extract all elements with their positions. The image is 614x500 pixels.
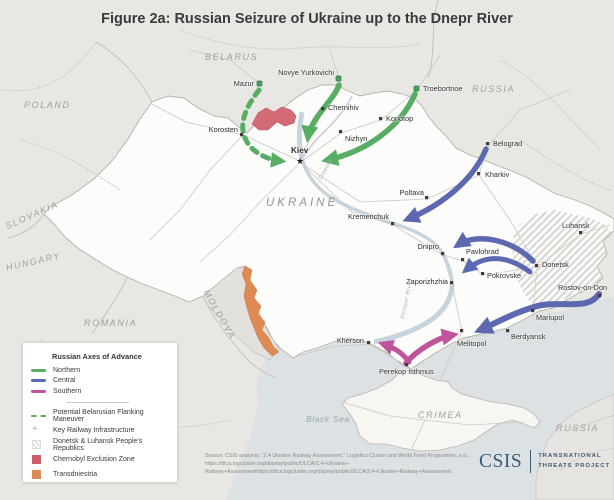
city-label-belograd: Belograd <box>493 139 523 148</box>
hatch-swatch <box>31 440 47 450</box>
source-line: Source: CSIS analysis; “2.4 Ukraine Rail… <box>205 453 470 459</box>
country-label-russia-south: RUSSIA <box>556 423 600 433</box>
city-label-poltava: Poltava <box>399 188 424 197</box>
country-label-belarus: BELARUS <box>205 52 259 62</box>
city-label-nizhyn: Nizhyn <box>345 134 368 143</box>
legend-label: Transdniestria <box>53 470 98 478</box>
legend-header: Russian Axes of Advance <box>52 352 142 361</box>
city-label-novye-yurkovichi: Novye Yurkovichi <box>278 68 334 77</box>
legend-item-transdniestria: Transdniestria <box>31 467 171 482</box>
marker-squares <box>240 107 602 367</box>
logo-line2: THREATS PROJECT <box>538 462 611 469</box>
legend: Russian Axes of Advance Northern Central… <box>22 342 178 483</box>
source-line: Railway+Assessmenthttps://dlca.logcluste… <box>205 469 453 476</box>
legend-label: Donetsk & Luhansk People's Republics <box>53 437 143 452</box>
city-label-konotop: Konotop <box>386 114 414 123</box>
city-label-perekop-isthmus: Perekop Isthmus <box>379 367 434 376</box>
railway-cross-icon <box>31 425 47 435</box>
water-label-black-sea: Black Sea <box>306 414 350 424</box>
arrow-central-belograd-kremenchuk <box>402 146 489 223</box>
country-borders <box>7 0 439 379</box>
city-label-rostov-on-don: Rostov-on-Don <box>558 283 608 292</box>
marker-novye-yurkovichi <box>335 75 342 82</box>
legend-label: Chernobyl Exclusion Zone <box>53 456 135 464</box>
city-label-kremenchuk: Kremenchuk <box>348 212 389 221</box>
legend-label: Southern <box>53 387 82 395</box>
legend-item-northern: Northern <box>31 365 171 376</box>
legend-item-central: Central <box>31 376 171 387</box>
country-label-romania: ROMANIA <box>84 318 138 328</box>
csis-logo: CSIS TRANSNATIONAL THREATS PROJECT <box>479 450 610 473</box>
city-label-berdyansk: Berdyansk <box>511 332 546 341</box>
legend-label: Key Railway Infrastructure <box>53 426 135 434</box>
logo-divider <box>530 450 532 473</box>
city-label-dnipro: Dnipro <box>417 242 440 251</box>
city-label-melitopol: Melitopol <box>457 339 487 348</box>
figure-title: Figure 2a: Russian Seizure of Ukraine up… <box>101 11 513 27</box>
country-label-crimea: CRIMEA <box>418 410 463 420</box>
legend-item-chernobyl: Chernobyl Exclusion Zone <box>31 452 171 467</box>
arrow-central-rostov-melitopol <box>474 291 602 334</box>
city-label-korosten: Korosten <box>208 125 238 134</box>
legend-item-southern: Southern <box>31 386 171 397</box>
donetsk-luhansk-republics-area <box>512 210 612 308</box>
arrow-belarus-flank-dashed <box>240 87 287 168</box>
country-label-russia-north: RUSSIA <box>472 84 516 94</box>
legend-label: Northern <box>53 366 81 374</box>
city-label-kherson: Kherson <box>336 336 364 345</box>
arrow-northern-troebortnoe-kiev <box>321 91 418 167</box>
legend-item-dlpr: Donetsk & Luhansk People's Republics <box>31 438 171 453</box>
logo-program-name: TRANSNATIONAL THREATS PROJECT <box>538 452 610 471</box>
legend-item-belarusian-flank: Potential Belarusian Flanking Maneuver <box>31 409 171 424</box>
chernobyl-exclusion-zone-area <box>251 106 297 131</box>
marker-mazur <box>256 80 263 87</box>
ukraine-shape <box>43 84 614 370</box>
city-label-pavlohrad: Pavlohrad <box>466 247 499 256</box>
logo-line1: TRANSNATIONAL <box>538 452 602 459</box>
legend-label: Central <box>53 377 76 385</box>
source-line: https://dlca.logcluster.org/display/publ… <box>205 461 351 468</box>
legend-item-railway: Key Railway Infrastructure <box>31 423 171 438</box>
dashed-line-swatch <box>31 414 47 418</box>
city-label-kharkiv: Kharkiv <box>485 170 510 179</box>
city-label-mariupol: Mariupol <box>536 313 564 322</box>
country-label-ukraine: UKRAINE <box>266 197 339 209</box>
city-label-troebortnoe: Troebortnoe <box>423 84 463 93</box>
city-label-luhansk: Luhansk <box>562 221 590 230</box>
russia-taman-land <box>535 393 614 500</box>
chernobyl-swatch <box>31 455 47 465</box>
source-citation: Source: CSIS analysis; “2.4 Ukraine Rail… <box>205 452 469 476</box>
csis-wordmark: CSIS <box>479 450 523 472</box>
city-label-zaporizhzhia: Zaporizhzhia <box>406 277 448 286</box>
legend-label: Potential Belarusian Flanking Maneuver <box>53 408 144 423</box>
southern-line-swatch <box>31 389 47 393</box>
kiev-star-icon <box>296 157 304 166</box>
city-label-donetsk: Donetsk <box>542 260 569 269</box>
transdniestria-area <box>241 265 280 357</box>
transdniestria-swatch <box>31 469 47 479</box>
city-label-chernihiv: Chernihiv <box>328 103 359 112</box>
northern-line-swatch <box>31 368 47 372</box>
city-label-mazur: Mazur <box>233 79 254 88</box>
central-line-swatch <box>31 379 47 383</box>
city-label-pokrovske: Pokrovske <box>487 271 522 280</box>
legend-divider <box>66 401 129 403</box>
arrow-southern-perekop-melitopol <box>403 328 459 366</box>
country-label-poland: POLAND <box>24 100 71 110</box>
marker-troebortnoe <box>413 85 420 92</box>
axes-of-advance-arrows <box>240 82 602 366</box>
city-label-kiev: Kiev <box>291 146 309 155</box>
arrow-central-donetsk-zaporizhzhia <box>461 256 533 275</box>
arrow-central-donetsk-dnipro <box>452 231 536 264</box>
crimea-shape <box>341 370 541 452</box>
city-markers <box>240 75 602 367</box>
